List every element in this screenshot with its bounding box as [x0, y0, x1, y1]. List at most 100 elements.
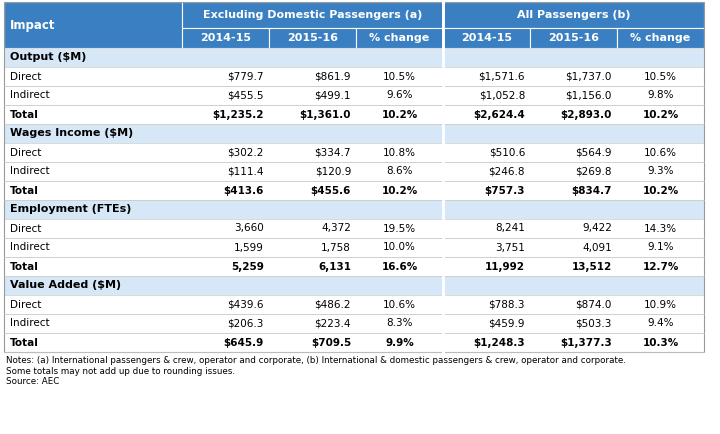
Text: 10.2%: 10.2% — [642, 185, 679, 195]
Text: $439.6: $439.6 — [228, 299, 264, 309]
Text: Total: Total — [10, 338, 39, 348]
Text: Indirect: Indirect — [10, 91, 50, 101]
Text: $788.3: $788.3 — [488, 299, 525, 309]
Text: 10.3%: 10.3% — [642, 338, 679, 348]
Text: $1,248.3: $1,248.3 — [473, 338, 525, 348]
Text: % change: % change — [631, 33, 690, 43]
Bar — [4, 295, 704, 314]
Text: Indirect: Indirect — [10, 243, 50, 253]
Text: 2015-16: 2015-16 — [548, 33, 599, 43]
Text: 3,660: 3,660 — [234, 224, 264, 233]
Bar — [4, 162, 704, 181]
Text: Wages Income ($M): Wages Income ($M) — [10, 128, 133, 138]
Text: $111.4: $111.4 — [228, 167, 264, 177]
Text: $861.9: $861.9 — [315, 72, 351, 82]
Text: $757.3: $757.3 — [485, 185, 525, 195]
Text: 9.4%: 9.4% — [647, 319, 674, 329]
Text: $1,156.0: $1,156.0 — [566, 91, 612, 101]
Bar — [4, 143, 704, 162]
Text: $1,052.8: $1,052.8 — [479, 91, 525, 101]
Text: 19.5%: 19.5% — [383, 224, 416, 233]
Bar — [4, 276, 704, 295]
Text: Total: Total — [10, 185, 39, 195]
Text: 10.0%: 10.0% — [383, 243, 416, 253]
Text: Direct: Direct — [10, 299, 41, 309]
Text: Direct: Direct — [10, 72, 41, 82]
Bar — [4, 105, 704, 124]
Text: 4,372: 4,372 — [321, 224, 351, 233]
Bar — [182, 2, 443, 28]
Text: Direct: Direct — [10, 148, 41, 158]
Text: Value Added ($M): Value Added ($M) — [10, 280, 121, 290]
Text: $206.3: $206.3 — [228, 319, 264, 329]
Text: $503.3: $503.3 — [575, 319, 612, 329]
Bar — [4, 86, 704, 105]
Text: $413.6: $413.6 — [224, 185, 264, 195]
Text: 9.9%: 9.9% — [385, 338, 414, 348]
Text: 5,259: 5,259 — [231, 262, 264, 272]
Text: All Passengers (b): All Passengers (b) — [517, 10, 630, 20]
Text: 9.1%: 9.1% — [647, 243, 674, 253]
Text: Direct: Direct — [10, 224, 41, 233]
Text: $246.8: $246.8 — [488, 167, 525, 177]
Text: 3,751: 3,751 — [495, 243, 525, 253]
Bar — [4, 314, 704, 333]
Text: Total: Total — [10, 262, 39, 272]
Text: 4,091: 4,091 — [582, 243, 612, 253]
Text: % change: % change — [369, 33, 430, 43]
Text: Employment (FTEs): Employment (FTEs) — [10, 204, 131, 214]
Text: 10.8%: 10.8% — [383, 148, 416, 158]
Text: $1,377.3: $1,377.3 — [560, 338, 612, 348]
Text: 10.6%: 10.6% — [644, 148, 677, 158]
Text: 10.5%: 10.5% — [644, 72, 677, 82]
Bar — [4, 333, 704, 352]
Text: $1,361.0: $1,361.0 — [300, 109, 351, 119]
Text: Excluding Domestic Passengers (a): Excluding Domestic Passengers (a) — [203, 10, 422, 20]
Text: $455.6: $455.6 — [310, 185, 351, 195]
Text: 2014-15: 2014-15 — [200, 33, 251, 43]
Text: Impact: Impact — [10, 19, 55, 32]
Text: 10.9%: 10.9% — [644, 299, 677, 309]
Text: Source: AEC: Source: AEC — [6, 377, 59, 386]
Text: $459.9: $459.9 — [488, 319, 525, 329]
Text: 1,599: 1,599 — [234, 243, 264, 253]
Text: Indirect: Indirect — [10, 319, 50, 329]
Bar — [356, 28, 443, 48]
Text: 1,758: 1,758 — [321, 243, 351, 253]
Bar — [4, 200, 704, 219]
Bar — [182, 28, 269, 48]
Text: $499.1: $499.1 — [315, 91, 351, 101]
Text: 13,512: 13,512 — [572, 262, 612, 272]
Text: 9.6%: 9.6% — [386, 91, 413, 101]
Text: $779.7: $779.7 — [228, 72, 264, 82]
Text: $510.6: $510.6 — [489, 148, 525, 158]
Text: 16.6%: 16.6% — [382, 262, 418, 272]
Bar — [443, 28, 530, 48]
Text: $2,893.0: $2,893.0 — [561, 109, 612, 119]
Text: 9,422: 9,422 — [582, 224, 612, 233]
Text: $645.9: $645.9 — [224, 338, 264, 348]
Text: $120.9: $120.9 — [315, 167, 351, 177]
Bar — [4, 2, 182, 48]
Text: $1,235.2: $1,235.2 — [212, 109, 264, 119]
Bar — [4, 219, 704, 238]
Bar — [4, 124, 704, 143]
Bar — [4, 238, 704, 257]
Text: 9.8%: 9.8% — [647, 91, 674, 101]
Bar — [4, 257, 704, 276]
Text: $1,737.0: $1,737.0 — [566, 72, 612, 82]
Bar — [4, 67, 704, 86]
Text: $709.5: $709.5 — [311, 338, 351, 348]
Text: 2014-15: 2014-15 — [461, 33, 512, 43]
Bar — [617, 28, 704, 48]
Text: $486.2: $486.2 — [315, 299, 351, 309]
Text: $455.5: $455.5 — [228, 91, 264, 101]
Text: 11,992: 11,992 — [485, 262, 525, 272]
Text: 9.3%: 9.3% — [647, 167, 674, 177]
Text: Output ($M): Output ($M) — [10, 53, 86, 62]
Text: Total: Total — [10, 109, 39, 119]
Text: $1,571.6: $1,571.6 — [479, 72, 525, 82]
Text: Indirect: Indirect — [10, 167, 50, 177]
Text: 10.2%: 10.2% — [642, 109, 679, 119]
Bar — [269, 28, 356, 48]
